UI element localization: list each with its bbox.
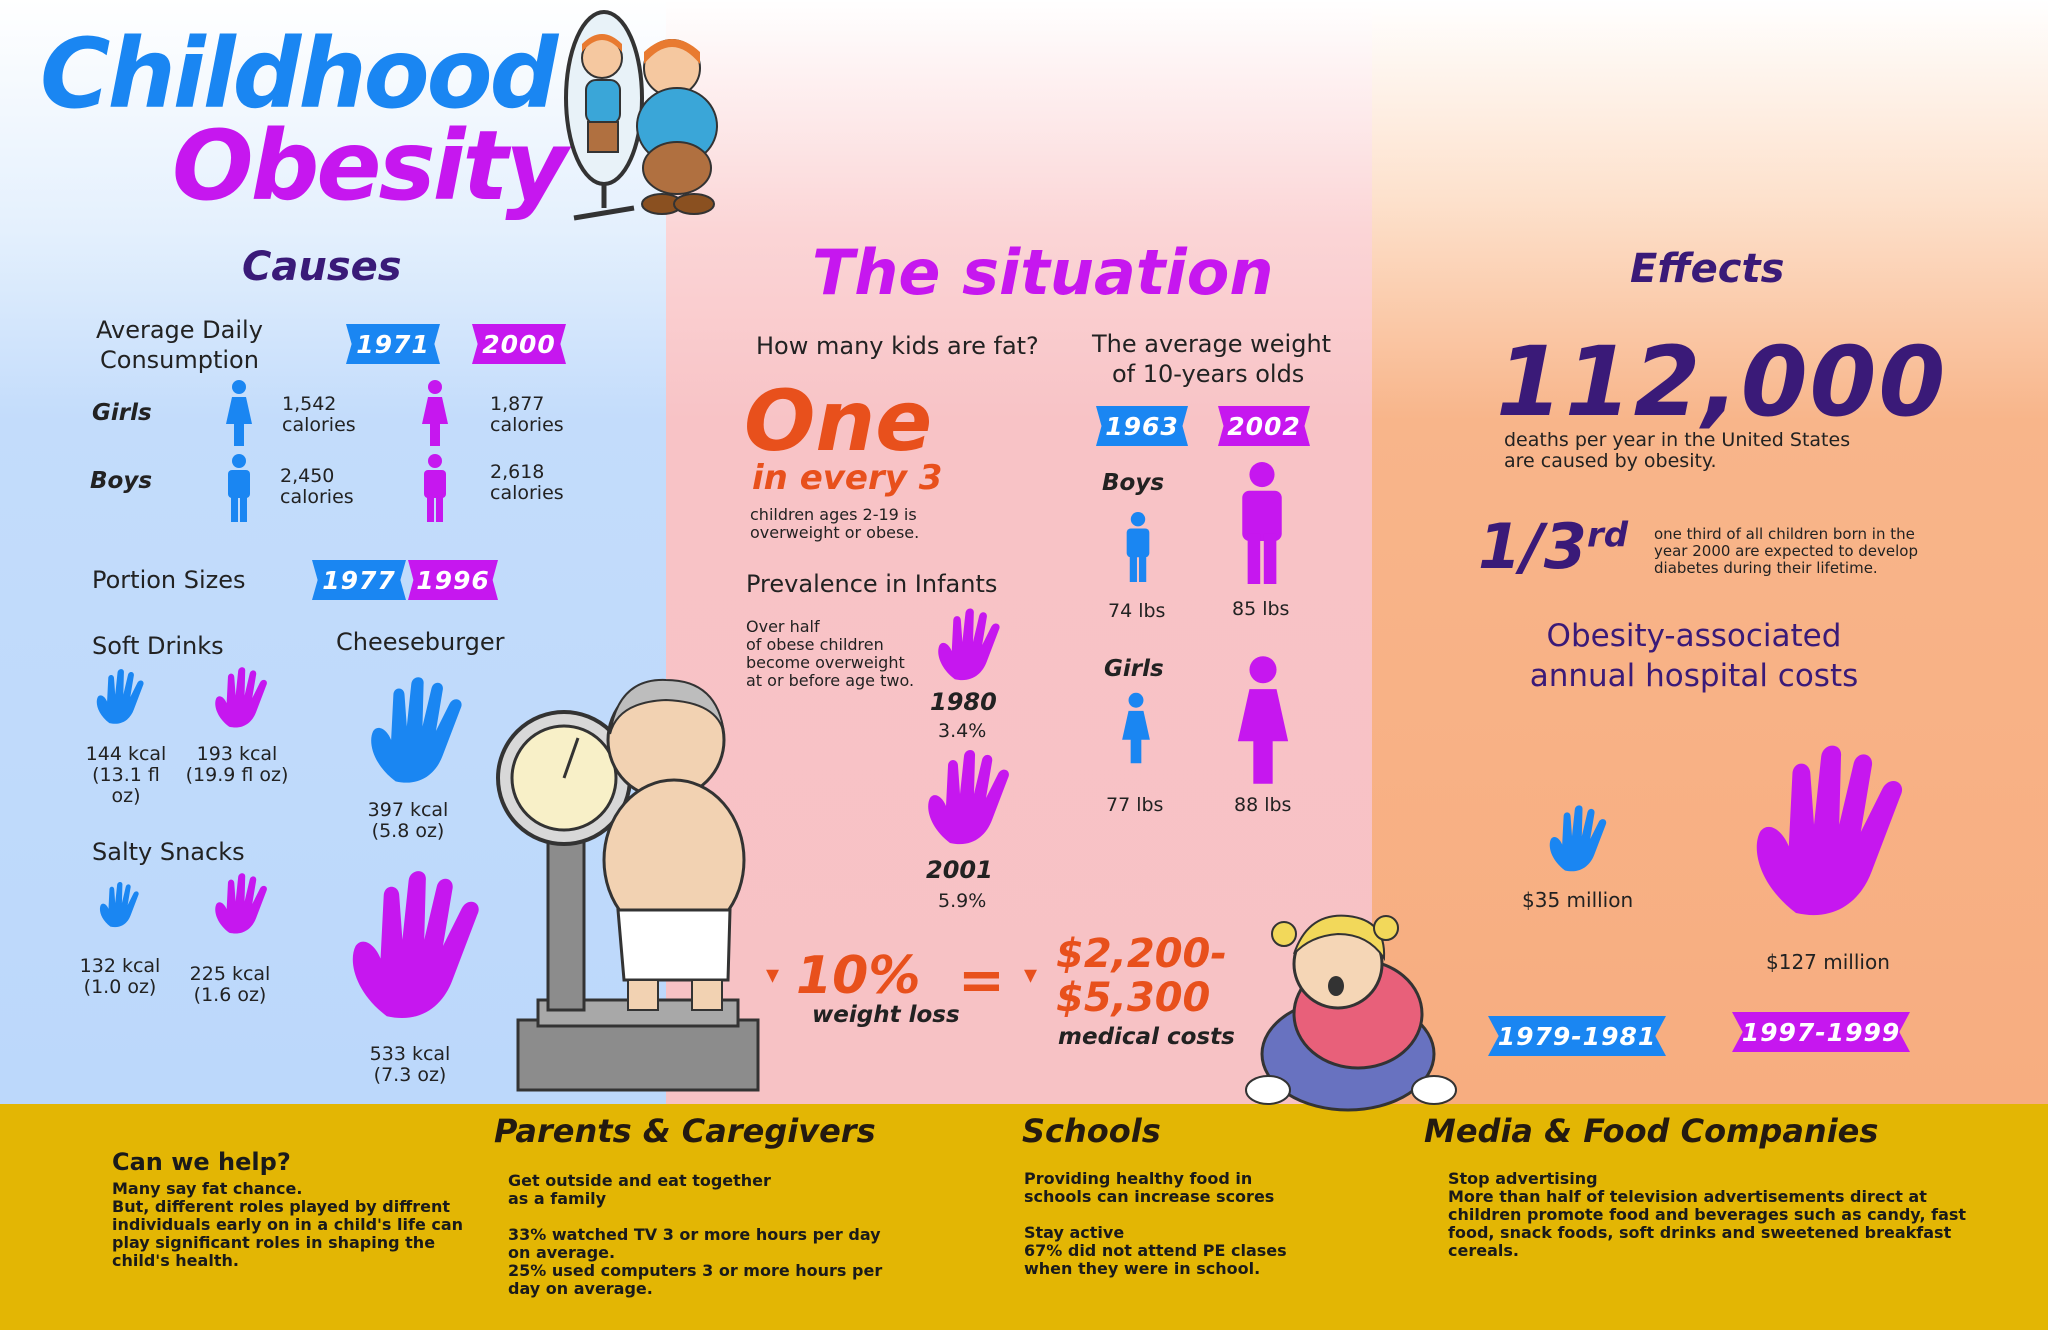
girls-1963-weight: 77 lbs: [1106, 794, 1164, 816]
hospital-costs-heading-2: annual hospital costs: [1529, 658, 1859, 694]
hand-icon: [210, 664, 274, 732]
girl-icon: [226, 380, 252, 446]
hand-icon: [1544, 802, 1614, 876]
hospital-cost-1997: $127 million: [1766, 950, 1890, 974]
year-2000-ribbon: 2000: [472, 324, 566, 364]
hand-icon: [96, 880, 144, 930]
help-heading: Can we help?: [112, 1148, 291, 1176]
one-stat: One: [744, 372, 933, 470]
situation-girls-label: Girls: [1104, 656, 1164, 682]
year-1963-ribbon: 1963: [1096, 406, 1188, 446]
soft-drink-1977-value: 144 kcal (13.1 fl oz): [85, 743, 167, 807]
hand-icon: [92, 668, 150, 726]
equals-sign: =: [958, 948, 1005, 1013]
girls-1971-calories: 1,542 calories: [282, 393, 356, 436]
schools-text: Providing healthy food in schools can inc…: [1024, 1169, 1287, 1278]
boy-icon: [1242, 462, 1282, 584]
effects-background: [1372, 0, 2048, 1104]
parents-text: Get outside and eat together as a family …: [508, 1171, 883, 1298]
one-third-stat: 1/3rd: [1478, 510, 1629, 583]
prevalence-2001: 5.9%: [938, 890, 987, 912]
year-1980: 1980: [930, 688, 997, 716]
causes-heading: Causes: [242, 244, 402, 290]
ten-percent: 10%: [796, 946, 921, 1006]
boy-on-scale-illustration: [496, 678, 760, 1092]
hospital-costs-heading-1: Obesity-associated: [1546, 618, 1842, 654]
year-1971-ribbon: 1971: [346, 324, 440, 364]
boy-icon: [1126, 512, 1150, 582]
in-every-three: in every 3: [752, 458, 943, 498]
soft-drink-1996-value: 193 kcal (19.9 fl oz): [185, 743, 289, 786]
year-1996-ribbon: 1996: [408, 560, 498, 600]
hand-icon: [210, 870, 274, 938]
soft-drinks-label: Soft Drinks: [92, 632, 224, 660]
down-arrow-icon: ▾: [1024, 960, 1038, 990]
deaths-number: 112,000: [1496, 326, 1948, 438]
consumption-label-2: Consumption: [100, 346, 259, 374]
boys-label: Boys: [90, 468, 153, 494]
situation-boys-label: Boys: [1102, 470, 1165, 496]
hand-icon: [362, 672, 474, 790]
media-heading: Media & Food Companies: [1424, 1112, 1879, 1150]
boys-2000-calories: 2,618 calories: [490, 461, 564, 504]
period-1997-ribbon: 1997-1999: [1732, 1012, 1910, 1052]
year-1977-ribbon: 1977: [312, 560, 406, 600]
boys-1963-weight: 74 lbs: [1108, 600, 1166, 622]
period-1979-ribbon: 1979-1981: [1488, 1016, 1666, 1056]
help-background: [0, 1104, 2048, 1330]
girl-sitting-illustration: [1245, 914, 1457, 1112]
girls-label: Girls: [92, 400, 152, 426]
girl-icon: [1122, 692, 1150, 764]
weight-loss-label: weight loss: [812, 1002, 960, 1028]
effects-heading: Effects: [1630, 246, 1785, 292]
year-2001: 2001: [926, 856, 993, 884]
prevalence-label: Prevalence in Infants: [746, 570, 998, 598]
hand-icon: [920, 744, 1020, 852]
cheeseburger-label: Cheeseburger: [336, 628, 505, 656]
salty-snack-1996-value: 225 kcal (1.6 oz): [189, 963, 271, 1006]
title-line-2: Obesity: [172, 110, 568, 222]
cheeseburger-1996-value: 533 kcal (7.3 oz): [369, 1043, 451, 1086]
average-weight-label-1: The average weight: [1092, 330, 1332, 358]
girls-2002-weight: 88 lbs: [1234, 794, 1292, 816]
media-text: Stop advertising More than half of televi…: [1448, 1169, 1967, 1260]
deaths-description: deaths per year in the United States are …: [1504, 429, 1851, 472]
year-2002-ribbon: 2002: [1218, 406, 1310, 446]
schools-heading: Schools: [1022, 1112, 1161, 1150]
medical-cost-range: $2,200- $5,300: [1056, 931, 1227, 1021]
salty-snack-1977-value: 132 kcal (1.0 oz): [79, 955, 161, 998]
hand-icon: [932, 604, 1008, 686]
hand-icon: [1742, 730, 1922, 934]
mirror-illustration: [564, 10, 718, 221]
over-half-description: Over half of obese children become overwei…: [746, 617, 915, 690]
how-many-question: How many kids are fat?: [756, 332, 1039, 360]
prevalence-1980: 3.4%: [938, 720, 987, 742]
girl-icon: [422, 380, 448, 446]
salty-snacks-label: Salty Snacks: [92, 838, 245, 866]
help-text: Many say fat chance. But, different roles…: [112, 1179, 464, 1270]
situation-heading: The situation: [812, 236, 1274, 309]
boy-icon: [424, 454, 446, 522]
boys-1971-calories: 2,450 calories: [280, 465, 354, 508]
average-weight-label-2: of 10-years olds: [1112, 360, 1305, 388]
boy-icon: [228, 454, 250, 522]
down-arrow-icon: ▾: [766, 960, 780, 990]
title-line-1: Childhood: [40, 18, 558, 130]
consumption-label-1: Average Daily: [96, 316, 263, 344]
cheeseburger-1977-value: 397 kcal (5.8 oz): [367, 799, 449, 842]
one-third-description: one third of all children born in the yea…: [1654, 525, 1918, 577]
boys-2002-weight: 85 lbs: [1232, 598, 1290, 620]
hand-icon: [340, 862, 496, 1030]
portion-sizes-label: Portion Sizes: [92, 566, 246, 594]
girl-icon: [1237, 656, 1289, 784]
children-description: children ages 2-19 is overweight or obese…: [750, 505, 920, 542]
parents-heading: Parents & Caregivers: [494, 1112, 876, 1150]
medical-costs-label: medical costs: [1058, 1024, 1235, 1050]
hospital-cost-1979: $35 million: [1522, 888, 1634, 912]
girls-2000-calories: 1,877 calories: [490, 393, 564, 436]
